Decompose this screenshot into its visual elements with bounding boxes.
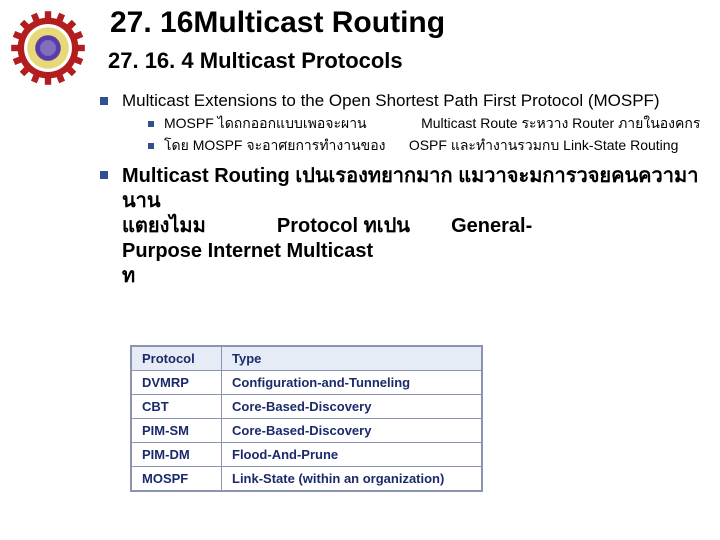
table-row: MOSPFLink-State (within an organization) [132, 467, 482, 491]
para-line-4: ท [122, 264, 710, 289]
protocols-table-element: Protocol Type DVMRPConfiguration-and-Tun… [131, 346, 482, 491]
col-protocol: Protocol [132, 347, 222, 371]
bullet-level2-b: โดย MOSPF จะอาศยการทำงานของ OSPF และทำงา… [148, 137, 710, 155]
cell-type: Flood-And-Prune [222, 443, 482, 467]
table-row: PIM-SMCore-Based-Discovery [132, 419, 482, 443]
cell-protocol: DVMRP [132, 371, 222, 395]
level2-text-b: โดย MOSPF จะอาศยการทำงานของ OSPF และทำงา… [164, 137, 678, 155]
square-bullet-icon [100, 171, 108, 179]
level1-text: Multicast Extensions to the Open Shortes… [122, 90, 660, 111]
cell-type: Core-Based-Discovery [222, 419, 482, 443]
level2-text-a: MOSPF ไดถกออกแบบเพอจะผาน Multicast Route… [164, 115, 700, 133]
square-bullet-small-icon [148, 121, 154, 127]
square-bullet-icon [100, 97, 108, 105]
page-title: 27. 16Multicast Routing [110, 6, 445, 40]
bullet-level1-mospf: Multicast Extensions to the Open Shortes… [100, 90, 710, 111]
bullet-level1-summary: Multicast Routing เปนเรองทยากมาก แมวาจะม… [100, 164, 710, 289]
table-row: DVMRPConfiguration-and-Tunneling [132, 371, 482, 395]
para-2b: Protocol ทเปน [277, 215, 410, 237]
cell-protocol: CBT [132, 395, 222, 419]
cell-type: Core-Based-Discovery [222, 395, 482, 419]
cell-protocol: PIM-SM [132, 419, 222, 443]
cell-type: Link-State (within an organization) [222, 467, 482, 491]
page-subtitle: 27. 16. 4 Multicast Protocols [108, 48, 403, 74]
para-line-3: Purpose Internet Multicast [122, 239, 710, 264]
col-type: Type [222, 347, 482, 371]
table-header-row: Protocol Type [132, 347, 482, 371]
para-2c: General- [451, 215, 532, 237]
cell-type: Configuration-and-Tunneling [222, 371, 482, 395]
cell-protocol: PIM-DM [132, 443, 222, 467]
protocols-table: Protocol Type DVMRPConfiguration-and-Tun… [130, 345, 483, 492]
content-area: Multicast Extensions to the Open Shortes… [100, 90, 710, 293]
para-2a: แตยงไมม [122, 215, 206, 237]
para-line-1: Multicast Routing เปนเรองทยากมาก แมวาจะม… [122, 164, 710, 214]
university-logo [8, 8, 88, 88]
table-row: CBTCore-Based-Discovery [132, 395, 482, 419]
square-bullet-small-icon [148, 143, 154, 149]
bullet-level2-a: MOSPF ไดถกออกแบบเพอจะผาน Multicast Route… [148, 115, 710, 133]
cell-protocol: MOSPF [132, 467, 222, 491]
summary-paragraph: Multicast Routing เปนเรองทยากมาก แมวาจะม… [122, 164, 710, 289]
para-line-2: แตยงไมม Protocol ทเปน General- [122, 214, 710, 239]
table-row: PIM-DMFlood-And-Prune [132, 443, 482, 467]
